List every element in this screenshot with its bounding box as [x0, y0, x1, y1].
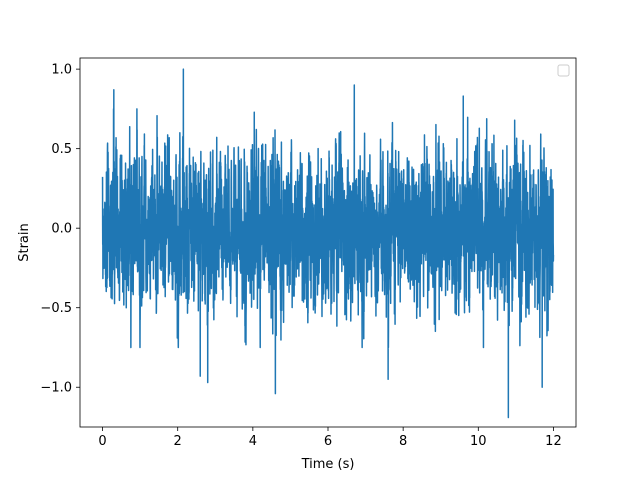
x-tick-label: 6 — [324, 434, 332, 449]
plot-area — [101, 68, 555, 419]
series-line-strain — [101, 68, 555, 419]
x-tick-label: 8 — [399, 434, 407, 449]
x-tick-label: 2 — [174, 434, 182, 449]
y-tick-label: −1.0 — [40, 381, 72, 396]
y-tick-label: 0.0 — [51, 222, 72, 237]
x-tick-label: 12 — [545, 434, 562, 449]
legend-box — [557, 64, 570, 77]
x-tick-label: 0 — [98, 434, 106, 449]
y-tick-label: 1.0 — [51, 63, 72, 78]
y-axis-ticks: −1.0 −0.5 0.0 0.5 1.0 — [40, 63, 80, 396]
x-tick-label: 4 — [249, 434, 257, 449]
x-axis-ticks: 0 2 4 6 8 10 12 — [98, 427, 562, 449]
x-axis-label: Time (s) — [301, 457, 355, 472]
y-tick-label: −0.5 — [40, 301, 72, 316]
y-axis-label: Strain — [17, 223, 32, 262]
x-tick-label: 10 — [470, 434, 487, 449]
y-tick-label: 0.5 — [51, 142, 72, 157]
